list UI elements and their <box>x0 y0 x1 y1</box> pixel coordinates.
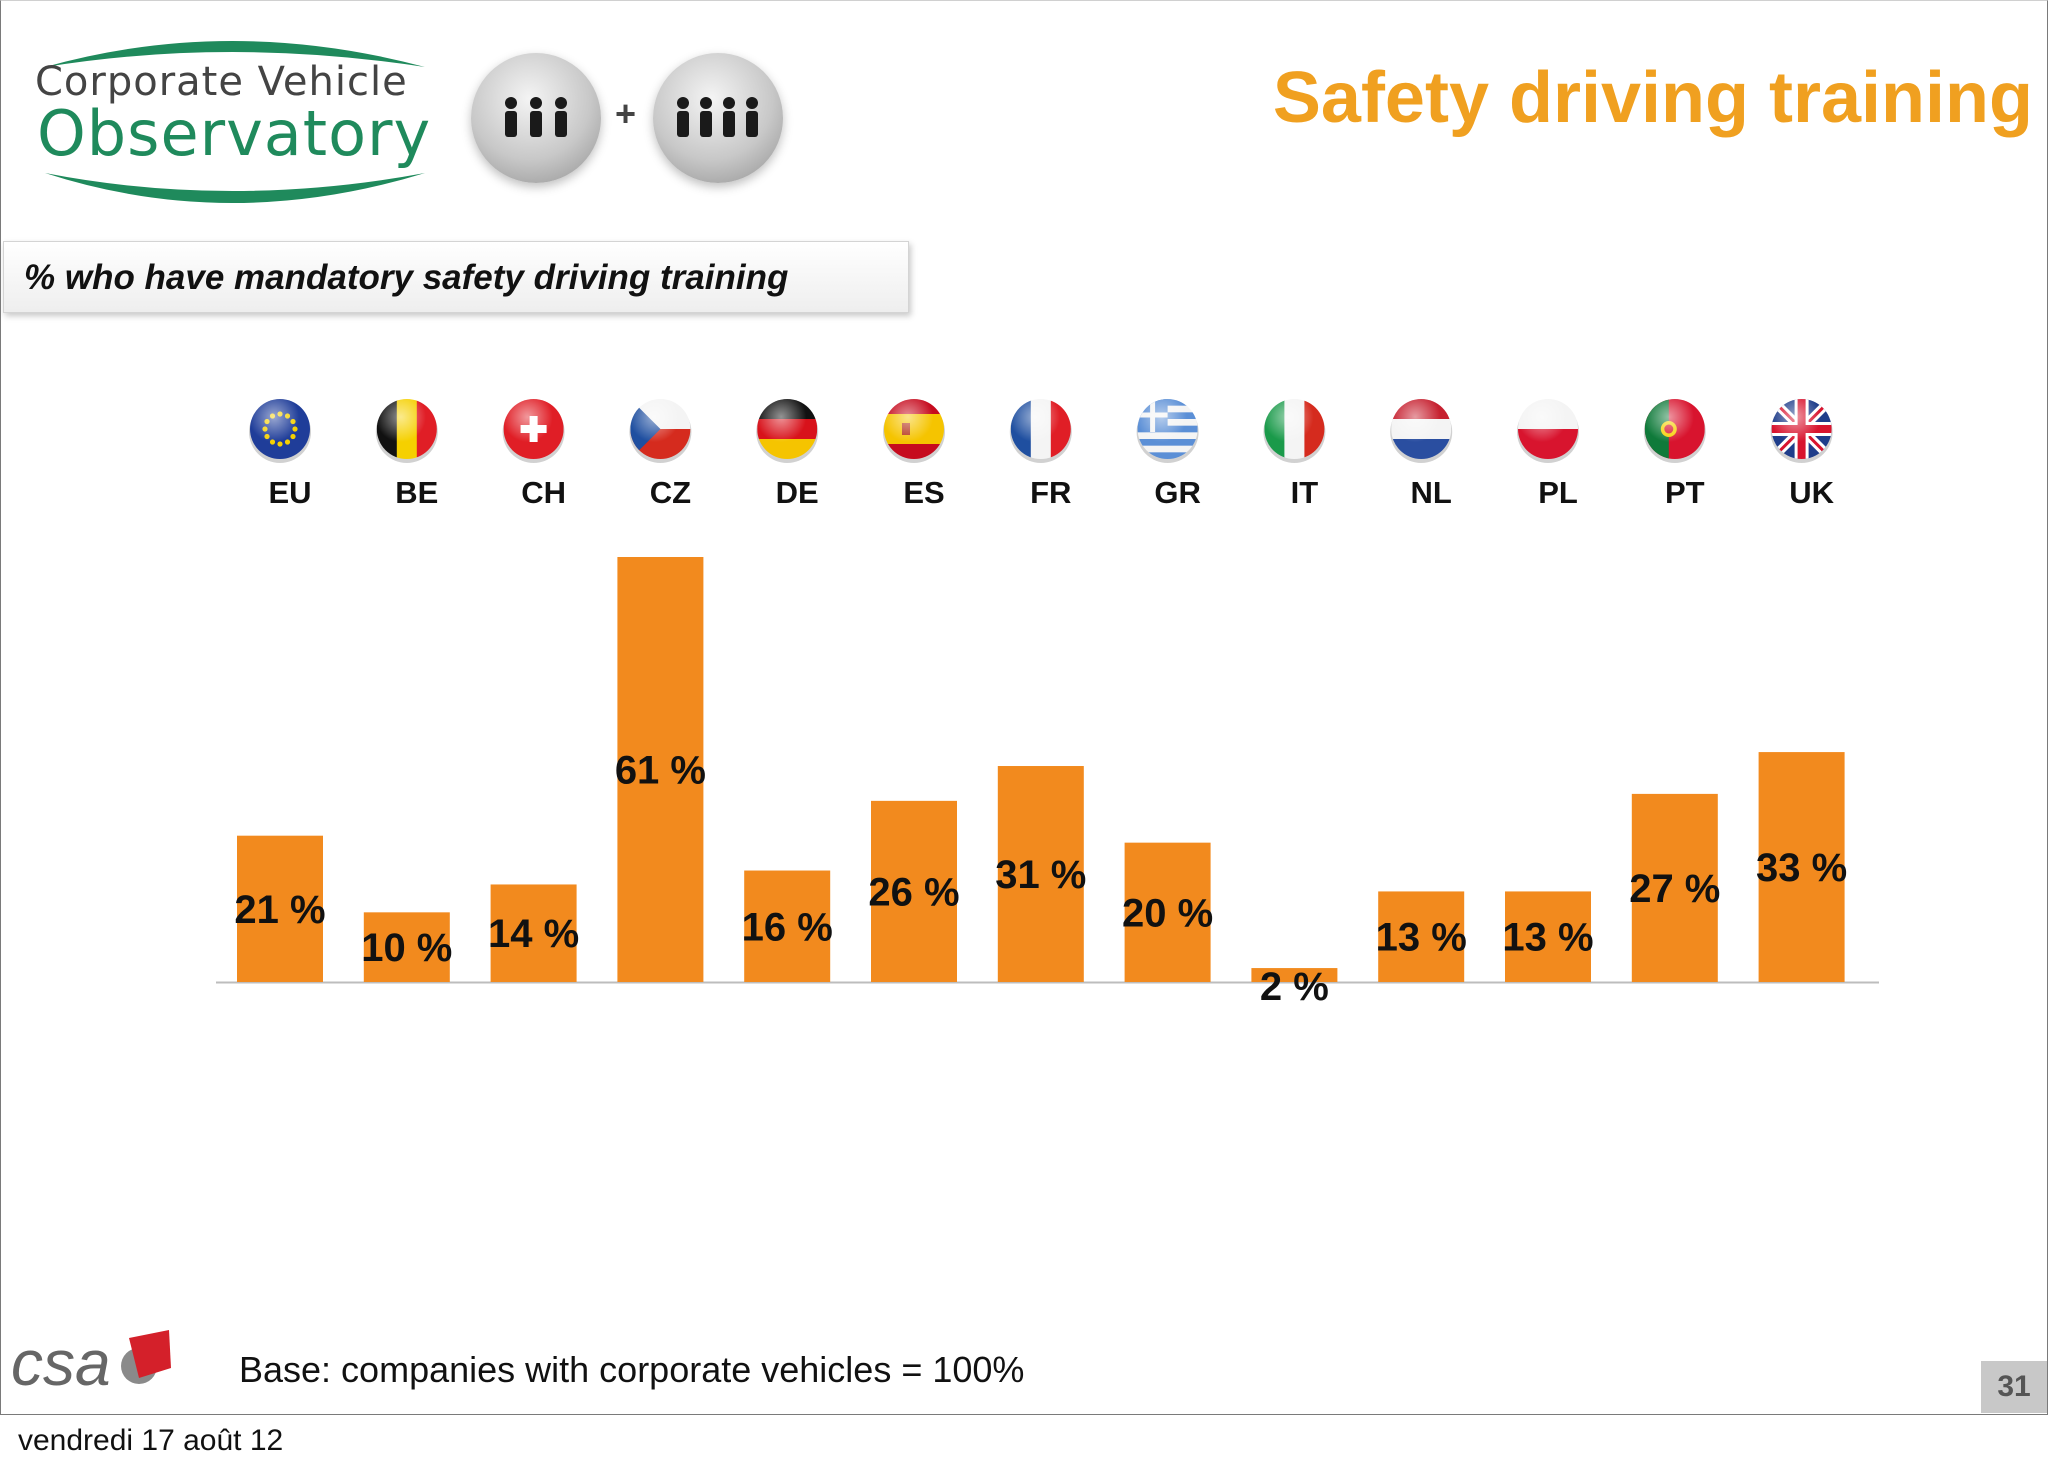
category-label-es: ES <box>903 475 944 510</box>
bar-gr <box>1124 842 1211 982</box>
three-people-icon <box>471 53 601 183</box>
data-label-fr: 31 % <box>995 853 1086 897</box>
category-label-fr: FR <box>1030 475 1071 510</box>
people-icons: + <box>471 53 791 188</box>
category-label-it: IT <box>1291 475 1319 510</box>
bar-de <box>744 870 831 982</box>
bar-be <box>363 912 450 982</box>
category-label-eu: EU <box>268 475 311 510</box>
data-label-uk: 33 % <box>1756 846 1847 890</box>
logo-line2: Observatory <box>37 97 432 170</box>
csa-logo: csa <box>11 1316 171 1399</box>
bar-uk <box>1758 752 1845 982</box>
csa-brand-text: csa <box>11 1327 111 1399</box>
bar-ch <box>490 884 577 982</box>
page-number: 31 <box>1981 1361 2047 1413</box>
bar-it <box>1251 968 1338 982</box>
category-label-gr: GR <box>1154 475 1201 510</box>
category-label-de: DE <box>776 475 819 510</box>
slide-title: Safety driving training <box>1272 58 2033 138</box>
chart-subtitle: % who have mandatory safety driving trai… <box>24 258 789 297</box>
bar-nl <box>1378 891 1465 982</box>
subtitle-banner: % who have mandatory safety driving trai… <box>3 241 909 313</box>
data-label-de: 16 % <box>742 905 833 949</box>
bar-chart: EU 21 % BE 10 % CH 14 % CZ 61 % DE 16 % ES 26 % FR 31… <box>216 399 1879 1009</box>
category-label-pt: PT <box>1665 475 1705 510</box>
logo-line1: Corporate Vehicle <box>35 59 408 105</box>
bar-pt <box>1631 793 1718 982</box>
bar-fr <box>997 766 1084 982</box>
data-label-nl: 13 % <box>1376 916 1467 960</box>
data-label-ch: 14 % <box>488 912 579 956</box>
data-label-be: 10 % <box>361 926 452 970</box>
data-label-eu: 21 % <box>234 888 325 932</box>
bar-eu <box>237 835 323 982</box>
data-label-gr: 20 % <box>1122 891 1213 935</box>
category-label-ch: CH <box>521 475 566 510</box>
data-label-pt: 27 % <box>1629 867 1720 911</box>
bar-es <box>871 800 957 982</box>
four-people-icon <box>653 53 783 183</box>
category-label-cz: CZ <box>650 475 691 510</box>
data-label-it: 2 % <box>1260 965 1329 1009</box>
corporate-vehicle-observatory-logo: Corporate Vehicle Observatory <box>25 23 445 213</box>
bar-pl <box>1505 891 1591 982</box>
data-label-cz: 61 % <box>615 749 706 793</box>
bar-cz <box>617 557 704 982</box>
data-label-es: 26 % <box>868 870 959 914</box>
plus-icon: + <box>615 93 637 134</box>
slide: Corporate Vehicle Observatory + <box>0 0 2048 1415</box>
category-label-uk: UK <box>1789 475 1834 510</box>
category-label-be: BE <box>395 475 438 510</box>
logo-swoosh <box>45 41 425 203</box>
data-label-pl: 13 % <box>1502 916 1593 960</box>
base-note: Base: companies with corporate vehicles … <box>239 1349 1025 1390</box>
category-label-nl: NL <box>1411 475 1452 510</box>
category-label-pl: PL <box>1538 475 1578 510</box>
date-label: vendredi 17 août 12 <box>18 1424 284 1457</box>
